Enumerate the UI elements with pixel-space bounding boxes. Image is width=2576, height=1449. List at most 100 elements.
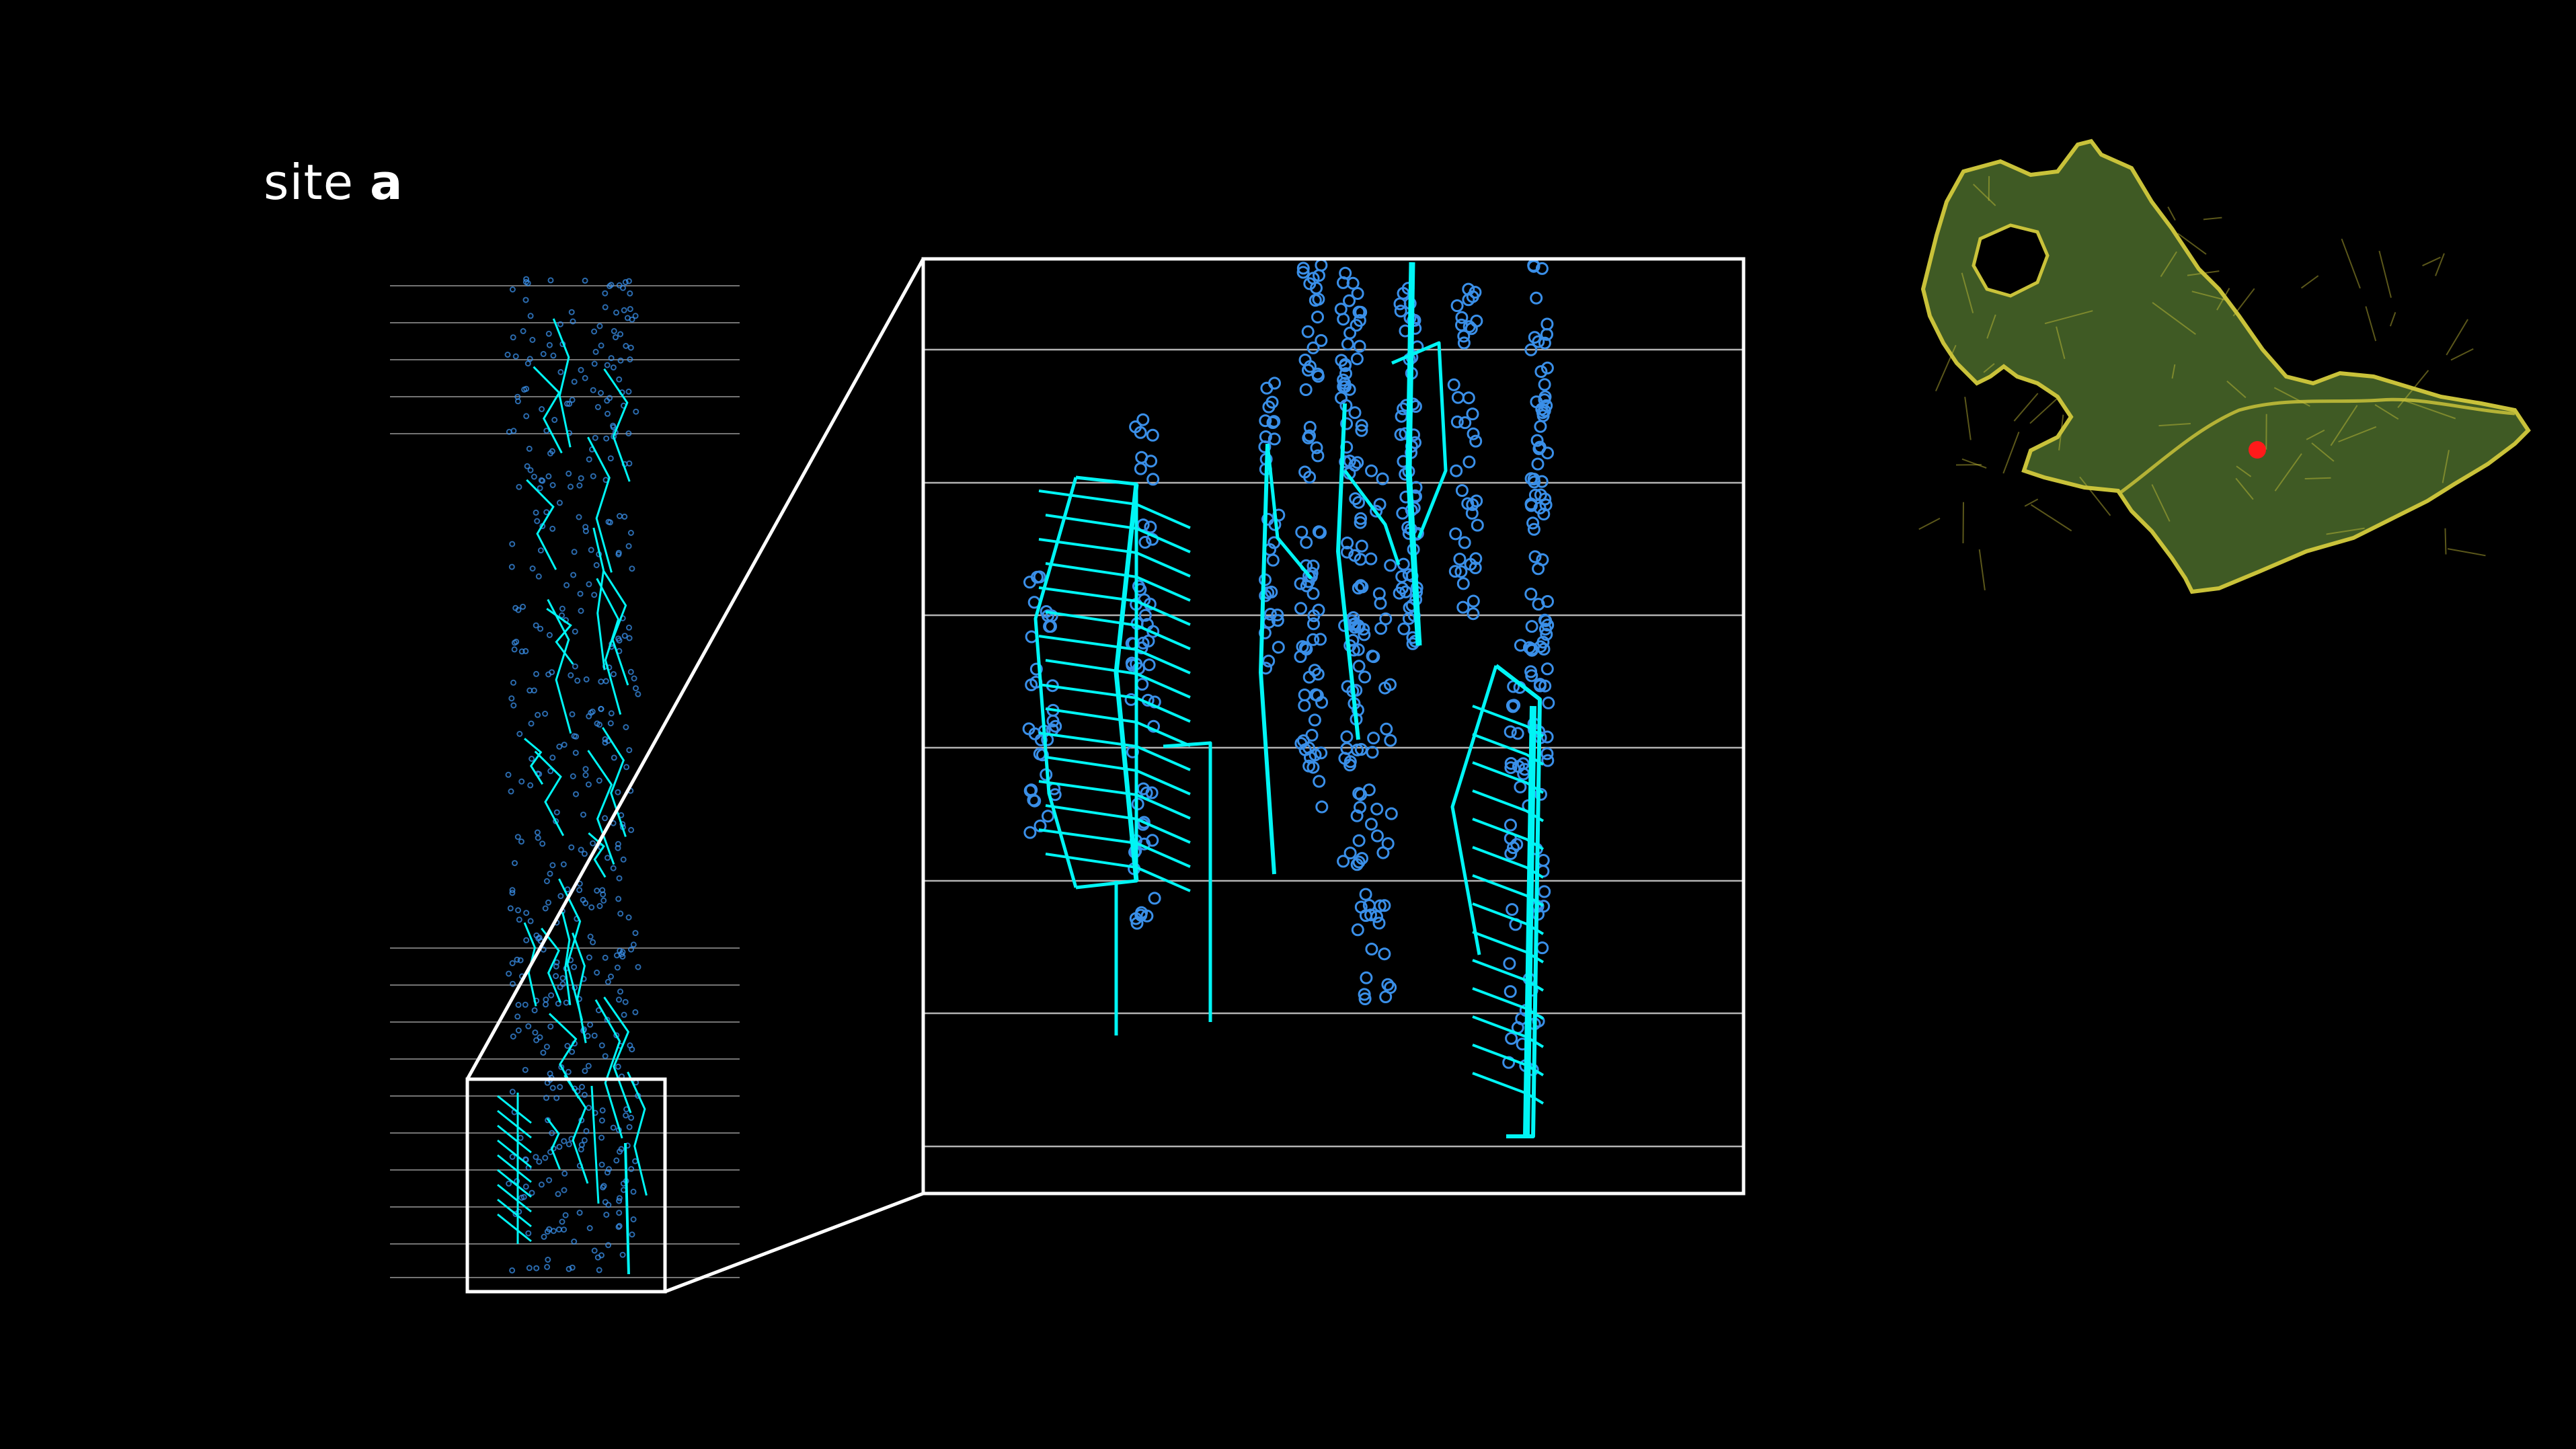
city-map-street bbox=[2450, 348, 2474, 361]
overview-point bbox=[618, 1146, 625, 1152]
city-map-street bbox=[2389, 312, 2396, 327]
overview-point bbox=[610, 865, 617, 871]
overview-point bbox=[596, 721, 602, 728]
city-map-street bbox=[2079, 476, 2111, 516]
overview-point bbox=[548, 992, 555, 998]
overview-point bbox=[545, 330, 552, 337]
detail-point bbox=[1309, 688, 1323, 701]
detail-point bbox=[1534, 488, 1547, 502]
detail-point bbox=[1538, 393, 1551, 406]
overview-point bbox=[616, 1210, 623, 1216]
detail-point bbox=[1353, 340, 1366, 353]
detail-point bbox=[1359, 888, 1372, 901]
city-map-river bbox=[2117, 397, 2515, 496]
overview-point bbox=[632, 930, 639, 937]
detail-trace bbox=[1045, 804, 1191, 844]
overview-point bbox=[585, 1062, 592, 1069]
overview-point bbox=[540, 1050, 547, 1056]
overview-point bbox=[510, 702, 517, 709]
overview-point bbox=[626, 635, 633, 641]
overview-point bbox=[616, 1198, 623, 1204]
overview-point bbox=[555, 1001, 561, 1007]
detail-point bbox=[1535, 262, 1549, 275]
detail-point bbox=[1272, 641, 1285, 654]
overview-point bbox=[598, 678, 604, 685]
detail-point bbox=[1356, 580, 1369, 594]
detail-point bbox=[1465, 506, 1479, 520]
city-map-street bbox=[2338, 426, 2377, 442]
overview-point bbox=[523, 910, 530, 916]
detail-point bbox=[1462, 391, 1475, 405]
city-map-streets bbox=[1918, 175, 2486, 591]
overview-trace bbox=[526, 479, 557, 570]
overview-point bbox=[587, 1021, 594, 1028]
overview-trace bbox=[563, 1074, 589, 1184]
overview-point bbox=[627, 306, 633, 313]
detail-point bbox=[1311, 367, 1325, 381]
city-map-street bbox=[2171, 364, 2176, 379]
detail-point bbox=[1302, 570, 1316, 583]
overview-point bbox=[529, 756, 535, 762]
detail-point bbox=[1347, 611, 1360, 624]
overview-point bbox=[543, 1001, 549, 1008]
overview-point bbox=[626, 747, 633, 754]
detail-point bbox=[1335, 354, 1348, 367]
overview-point bbox=[527, 467, 534, 473]
detail-point bbox=[1343, 847, 1357, 860]
detail-point bbox=[1358, 670, 1372, 684]
detail-point bbox=[1538, 885, 1551, 898]
detail-point bbox=[1524, 499, 1538, 512]
detail-point bbox=[1023, 826, 1037, 839]
detail-point bbox=[1373, 498, 1387, 511]
detail-point bbox=[1378, 899, 1391, 912]
city-map-street bbox=[2274, 453, 2302, 492]
city-map-street bbox=[1964, 397, 1972, 440]
overview-point bbox=[527, 313, 534, 319]
overview-point bbox=[626, 1124, 633, 1130]
overview-point bbox=[571, 549, 578, 555]
detail-point bbox=[1307, 617, 1320, 631]
overview-trace bbox=[541, 927, 562, 1003]
overview-point bbox=[607, 720, 614, 727]
overview-point bbox=[611, 671, 617, 678]
overview-point bbox=[564, 400, 570, 407]
overview-point bbox=[580, 812, 586, 818]
overview-point bbox=[565, 470, 572, 477]
detail-point bbox=[1510, 838, 1524, 851]
detail-point bbox=[1528, 488, 1542, 502]
overview-point bbox=[583, 676, 590, 682]
detail-point bbox=[1337, 373, 1350, 387]
detail-point bbox=[1263, 608, 1277, 621]
detail-point bbox=[1395, 570, 1409, 583]
overview-point bbox=[556, 500, 563, 506]
detail-point bbox=[1455, 311, 1469, 324]
overview-point bbox=[630, 941, 637, 948]
overview-trace bbox=[497, 1213, 532, 1243]
overview-point bbox=[517, 957, 524, 964]
detail-point bbox=[1374, 596, 1387, 610]
detail-point bbox=[1399, 585, 1413, 598]
overview-point bbox=[594, 970, 600, 976]
overview-point bbox=[629, 565, 635, 572]
detail-point bbox=[1341, 338, 1354, 351]
detail-trace bbox=[1336, 403, 1360, 740]
overview-point bbox=[535, 711, 541, 718]
overview-point bbox=[547, 450, 553, 457]
detail-point bbox=[1525, 669, 1538, 682]
overview-point bbox=[534, 518, 541, 524]
overview-point bbox=[590, 939, 596, 945]
overview-point bbox=[550, 1228, 557, 1235]
overview-point bbox=[529, 1189, 535, 1196]
overview-point bbox=[525, 1230, 532, 1237]
detail-point bbox=[1458, 536, 1471, 549]
overview-point bbox=[509, 1267, 516, 1274]
overview-point bbox=[596, 777, 602, 784]
overview-trace bbox=[587, 750, 615, 865]
detail-point bbox=[1376, 472, 1389, 485]
overview-point bbox=[533, 1037, 540, 1044]
detail-trace bbox=[1038, 683, 1191, 723]
overview-point bbox=[573, 733, 580, 740]
overview-point bbox=[620, 856, 627, 863]
detail-point bbox=[1540, 361, 1554, 375]
detail-point bbox=[1367, 650, 1380, 664]
